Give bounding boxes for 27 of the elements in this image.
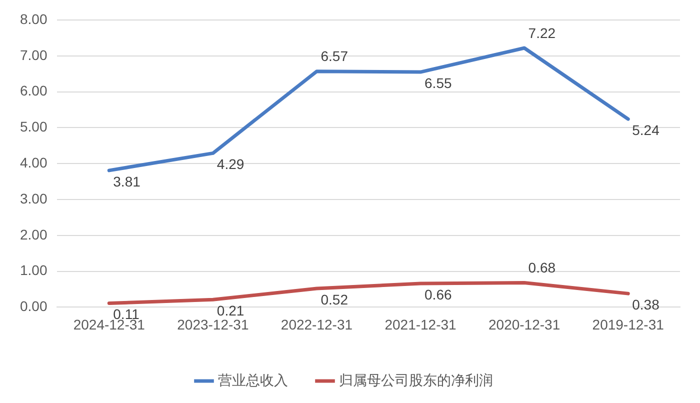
data-label: 0.52 [320, 291, 348, 308]
y-tick-label: 2.00 [20, 226, 48, 242]
x-tick-label: 2021-12-31 [384, 316, 457, 332]
data-label: 0.68 [528, 260, 556, 276]
data-label: 6.57 [320, 48, 348, 64]
data-label: 0.38 [632, 296, 660, 312]
y-tick-label: 5.00 [20, 118, 48, 135]
x-tick-label: 2022-12-31 [280, 316, 353, 332]
y-tick-label: 1.00 [20, 262, 48, 278]
x-tick-label: 2019-12-31 [592, 316, 664, 332]
y-tick-label: 8.00 [20, 10, 48, 27]
data-label: 5.24 [632, 122, 660, 138]
legend-label: 归属母公司股东的净利润 [339, 372, 493, 388]
data-label: 3.81 [113, 173, 141, 190]
y-tick-label: 7.00 [20, 46, 48, 63]
y-tick-label: 3.00 [20, 190, 48, 206]
x-tick-label: 2020-12-31 [488, 316, 560, 332]
y-tick-label: 4.00 [20, 154, 48, 170]
data-label: 0.21 [216, 302, 244, 319]
y-tick-label: 6.00 [20, 82, 48, 99]
x-tick-label: 2023-12-31 [177, 316, 249, 332]
legend-label: 营业总收入 [218, 372, 288, 388]
data-label: 4.29 [216, 156, 244, 172]
data-label: 7.22 [528, 24, 556, 41]
data-label: 0.66 [424, 286, 452, 302]
y-tick-label: 0.00 [20, 298, 48, 314]
data-label: 6.55 [424, 74, 452, 91]
